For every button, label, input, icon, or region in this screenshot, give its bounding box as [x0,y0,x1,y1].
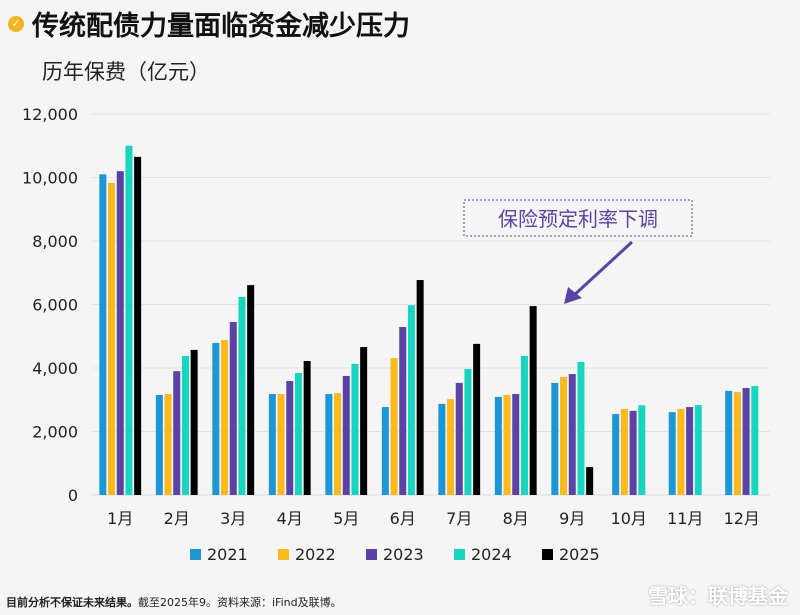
bar-2022 [164,394,172,495]
y-tick-label: 0 [68,486,78,505]
disclaimer: 目前分析不保证未来结果。 [6,596,138,609]
bar-2021 [551,382,559,495]
legend-swatch-2025 [542,549,553,560]
y-tick-label: 6,000 [32,296,78,315]
bar-2025 [473,343,481,495]
bar-2024 [694,405,702,495]
legend-swatch-2021 [190,549,201,560]
x-tick-label: 8月 [503,509,529,528]
y-tick-label: 8,000 [32,232,78,251]
x-tick-label: 7月 [446,509,472,528]
bar-2024 [407,305,415,495]
bar-2021 [612,414,620,495]
bar-2023 [568,374,576,495]
y-tick-label: 12,000 [22,105,78,124]
bar-2023 [742,388,750,495]
x-tick-label: 10月 [611,509,647,528]
bar-2025 [586,467,594,495]
bar-2024 [294,373,302,495]
bar-2025 [529,306,537,495]
footer-note: 目前分析不保证未来结果。截至2025年9。资料来源：iFind及联博。 [6,594,342,610]
x-tick-label: 5月 [333,509,359,528]
bar-2021 [381,407,389,495]
legend-label: 2023 [383,545,424,564]
check-circle-icon: ✓ [8,15,24,32]
watermark: 雪球：联博基金 [648,584,788,608]
bar-2023 [286,381,294,495]
bar-2025 [247,285,255,495]
source-note: 截至2025年9。资料来源：iFind及联博。 [138,596,342,609]
bar-2022 [447,399,455,495]
bar-2022 [733,392,741,495]
legend-label: 2025 [559,545,600,564]
legend-label: 2022 [295,545,336,564]
bar-2021 [99,174,107,495]
legend-swatch-2022 [278,549,289,560]
bar-2024 [181,355,189,495]
bar-2024 [238,296,246,495]
legend-label: 2021 [207,545,248,564]
bar-2023 [342,375,350,495]
bar-2025 [190,349,198,495]
bar-2025 [303,361,311,495]
bar-2024 [638,405,646,495]
bar-2022 [620,408,628,495]
bar-2022 [334,393,342,495]
legend-label: 2024 [471,545,512,564]
bar-2024 [125,145,133,495]
bar-2021 [155,394,163,495]
bar-2021 [494,396,502,495]
y-tick-label: 4,000 [32,359,78,378]
x-tick-label: 12月 [724,509,760,528]
bar-2023 [629,410,637,495]
bar-2024 [520,355,528,495]
bar-2023 [512,394,520,495]
bar-2025 [416,280,424,495]
bar-2022 [221,340,229,495]
bar-2021 [325,394,333,495]
x-tick-label: 2月 [164,509,190,528]
x-tick-label: 6月 [390,509,416,528]
bar-2022 [503,394,511,495]
annotation-box [463,199,693,237]
bar-2024 [751,386,759,495]
bar-2021 [668,412,676,495]
bar-2022 [560,376,568,495]
bar-2023 [455,382,463,495]
bar-2022 [677,408,685,495]
y-axis-title: 历年保费（亿元） [42,60,210,84]
bar-2025 [134,156,142,496]
bar-2024 [351,363,359,495]
bar-2022 [277,394,285,495]
x-tick-label: 9月 [559,509,585,528]
bar-2023 [399,327,407,495]
annotation-arrow [570,240,634,299]
title-text: 传统配债力量面临资金减少压力 [32,11,410,42]
x-tick-label: 11月 [667,509,703,528]
legend-swatch-2023 [366,549,377,560]
bar-2021 [212,342,220,495]
bar-2023 [229,321,237,495]
bar-2023 [173,371,181,495]
bar-2025 [360,347,368,495]
bar-2023 [686,407,694,495]
bar-2024 [464,368,472,495]
x-tick-label: 4月 [277,509,303,528]
bar-2022 [108,182,116,495]
bar-2021 [725,390,733,495]
arrow-head-icon [564,287,582,304]
x-tick-label: 1月 [107,509,133,528]
x-tick-label: 3月 [220,509,246,528]
legend-swatch-2024 [454,549,465,560]
bar-2021 [438,403,446,495]
bar-2023 [116,171,124,495]
annotation-text: 保险预定利率下调 [498,207,658,231]
y-tick-label: 2,000 [32,423,78,442]
y-tick-label: 10,000 [22,169,78,188]
bar-2024 [577,361,585,495]
bar-2021 [268,394,276,495]
bar-2022 [390,358,398,495]
chart-title: ✓ 传统配债力量面临资金减少压力 [8,4,410,43]
